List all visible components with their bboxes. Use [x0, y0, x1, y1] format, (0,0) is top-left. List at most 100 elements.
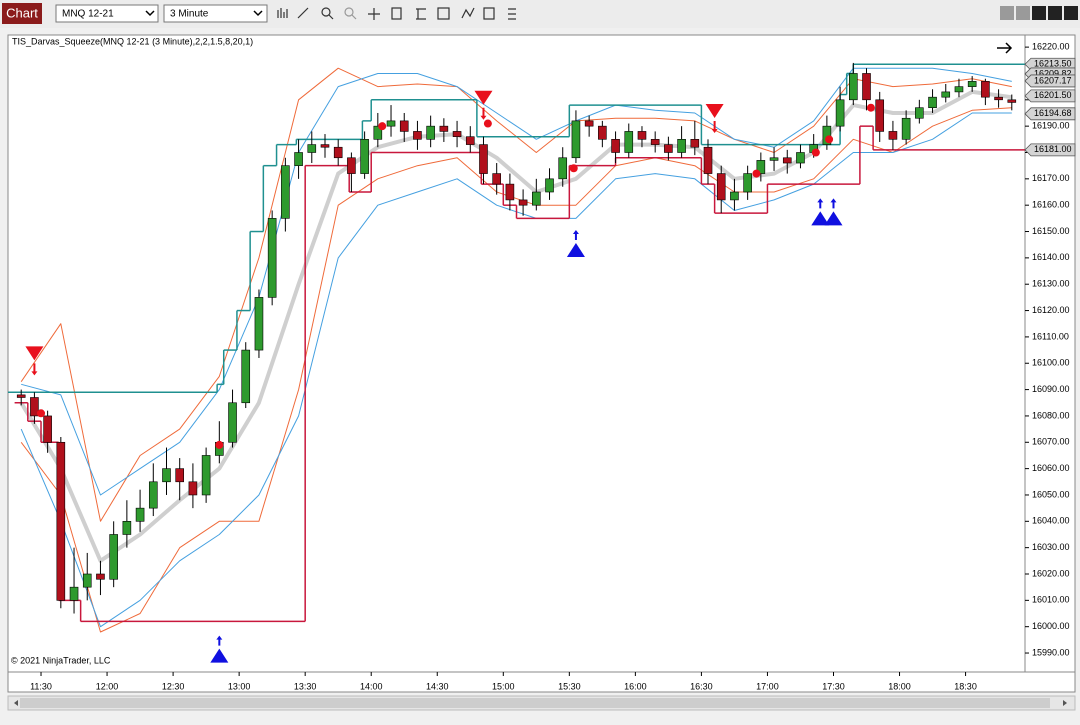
- y-tick-label: 16100.00: [1032, 358, 1070, 368]
- candle-body: [571, 120, 581, 159]
- x-tick-label: 13:30: [294, 681, 317, 691]
- candle-body: [16, 394, 26, 398]
- candle-body: [479, 144, 488, 174]
- candle-body: [954, 86, 964, 93]
- signal-dot: [215, 440, 224, 449]
- toolbar-icons[interactable]: [277, 7, 516, 20]
- candle-body: [30, 397, 39, 417]
- candle-body: [743, 173, 752, 193]
- candle-body: [967, 81, 977, 87]
- x-tick-label: 16:00: [624, 681, 647, 691]
- y-tick-label: 16130.00: [1032, 279, 1070, 289]
- candle-body: [254, 297, 264, 351]
- candle-body: [650, 139, 660, 145]
- candle-body: [426, 125, 435, 140]
- y-tick-label: 16040.00: [1032, 516, 1070, 526]
- candle-body: [624, 131, 634, 153]
- signal-dot: [569, 164, 578, 173]
- candle-body: [690, 139, 700, 148]
- candle-body: [928, 96, 937, 109]
- y-tick-label: 16120.00: [1032, 305, 1070, 315]
- buy-signal: [210, 635, 229, 663]
- chart-tab[interactable]: [2, 3, 42, 24]
- instrument-select[interactable]: [55, 4, 159, 23]
- candle-body: [347, 157, 356, 174]
- x-tick-label: 13:00: [228, 681, 251, 691]
- price-marker-label: 16201.50: [1034, 90, 1072, 100]
- candle-body: [994, 96, 1003, 101]
- candle-body: [888, 131, 898, 140]
- x-tick-label: 18:00: [888, 681, 911, 691]
- candle-body: [386, 120, 396, 127]
- candle-body: [281, 165, 290, 219]
- candle-body: [730, 191, 739, 201]
- scroll-thumb[interactable]: [20, 698, 1050, 708]
- candle-body: [584, 120, 594, 127]
- price-marker-label: 16209.82: [1034, 68, 1072, 78]
- candle-body: [320, 144, 330, 148]
- chart-panel: [7, 34, 1076, 693]
- y-tick-label: 16010.00: [1032, 595, 1070, 605]
- candle-body: [532, 191, 541, 206]
- y-tick-label: 16020.00: [1032, 568, 1070, 578]
- x-tick-label: 15:30: [558, 681, 581, 691]
- candle-body: [782, 157, 792, 164]
- signal-dot: [825, 135, 834, 144]
- signal-dot: [378, 122, 387, 131]
- price-marker: [1024, 143, 1076, 157]
- y-tick-label: 16150.00: [1032, 226, 1070, 236]
- buy-signal: [566, 229, 585, 257]
- y-tick-label: 16080.00: [1032, 410, 1070, 420]
- candle-body: [796, 152, 805, 164]
- dropdown-icon: [253, 10, 263, 17]
- candle-body: [703, 146, 713, 174]
- candle-body: [413, 131, 422, 140]
- scroll-arrow[interactable]: [997, 42, 1013, 54]
- candle-body: [716, 173, 726, 201]
- candle-body: [505, 183, 515, 201]
- y-tick-label: 16090.00: [1032, 384, 1070, 394]
- candle-body: [545, 178, 554, 193]
- signal-dot: [866, 103, 875, 112]
- interval-select[interactable]: [163, 4, 268, 23]
- price-marker: [1024, 74, 1076, 88]
- candle-body: [43, 415, 52, 443]
- candle-body: [664, 144, 673, 153]
- candle-body: [333, 146, 343, 159]
- candle-body: [201, 455, 211, 496]
- window-buttons[interactable]: [1000, 6, 1078, 20]
- signal-dot: [483, 119, 492, 128]
- y-tick-label: 16000.00: [1032, 621, 1070, 631]
- price-marker-label: 16194.68: [1034, 108, 1072, 118]
- candle-body: [69, 586, 79, 601]
- candle-body: [267, 218, 277, 298]
- candle-body: [769, 157, 779, 161]
- buy-signal: [811, 198, 830, 226]
- price-marker: [1024, 107, 1076, 121]
- interval-label: 3 Minute: [170, 9, 209, 20]
- candle-body: [135, 507, 145, 522]
- sell-signal: [25, 346, 44, 376]
- dropdown-icon: [145, 10, 155, 17]
- signal-dot: [811, 148, 820, 157]
- candle-body: [188, 481, 198, 496]
- candle-body: [96, 573, 105, 580]
- y-tick-label: 16190.00: [1032, 121, 1070, 131]
- candle-body: [875, 99, 885, 132]
- y-tick-label: 16060.00: [1032, 463, 1070, 473]
- candle-body: [439, 125, 449, 132]
- candle-body: [360, 139, 369, 174]
- candle-body: [56, 441, 66, 601]
- x-tick-label: 14:00: [360, 681, 383, 691]
- candle-body: [373, 125, 383, 140]
- x-tick-label: 15:00: [492, 681, 515, 691]
- x-tick-label: 17:00: [756, 681, 779, 691]
- x-tick-label: 12:00: [96, 681, 119, 691]
- y-tick-label: 16140.00: [1032, 252, 1070, 262]
- candle-body: [492, 173, 501, 185]
- y-tick-label: 16160.00: [1032, 200, 1070, 210]
- buy-signal: [824, 198, 843, 226]
- signal-dot: [752, 169, 761, 178]
- price-marker-label: 16213.50: [1034, 59, 1072, 69]
